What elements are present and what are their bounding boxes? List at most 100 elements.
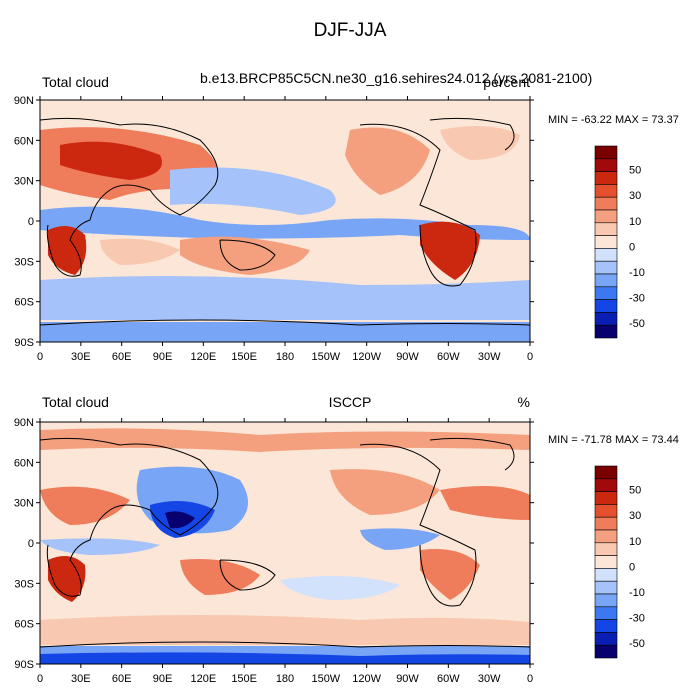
colorbar-swatch — [594, 529, 618, 544]
lon-tick-label: 0 — [37, 351, 43, 363]
lat-tick-label: 60S — [14, 619, 34, 631]
bottom-right-label: % — [517, 394, 530, 410]
cool-region — [40, 206, 530, 240]
lon-tick-label: 0 — [37, 673, 43, 685]
warm-strong-region — [48, 226, 87, 275]
lon-tick-label: 30E — [71, 673, 91, 685]
colorbar-swatch — [594, 580, 618, 595]
colorbar-swatch — [594, 491, 618, 505]
colorbar-swatch — [594, 171, 618, 185]
warm-strong-region — [48, 556, 86, 602]
colorbar-swatch — [594, 568, 618, 582]
warm-region — [180, 236, 310, 275]
cool-strong-region — [40, 652, 530, 664]
warm-region — [40, 428, 530, 452]
warm-region — [440, 486, 530, 520]
colorbar-swatch — [594, 504, 618, 518]
colorbar-swatch — [594, 196, 618, 211]
warm-region — [40, 486, 130, 525]
colorbar-swatch — [594, 145, 618, 160]
colorbar-swatch — [594, 593, 618, 608]
colorbar-label: -50 — [629, 318, 645, 330]
colorbar-swatch — [594, 324, 618, 339]
colorbar-swatch — [594, 478, 618, 492]
cool-strong-region — [165, 511, 195, 529]
colorbar-label: 10 — [629, 536, 641, 548]
colorbar-swatch — [594, 312, 618, 326]
colorbar-swatch — [594, 273, 618, 288]
lat-tick-label: 0 — [28, 538, 34, 550]
colorbar-swatch — [594, 606, 618, 620]
colorbar-label: 50 — [629, 165, 641, 177]
lat-tick-label: 60S — [14, 297, 34, 309]
colorbar-swatch — [594, 644, 618, 659]
colorbar-swatch — [594, 516, 618, 531]
colorbar-label: -30 — [629, 613, 645, 625]
cool-region — [280, 576, 400, 600]
lon-tick-label: 180 — [276, 673, 294, 685]
bottom-colorbar: 50 30 10 0 -10 -30 -50 — [594, 465, 645, 659]
warm-strong-region — [60, 141, 162, 180]
bottom-panel: Total cloud ISCCP % MIN = -71.78 MAX = 7… — [0, 390, 700, 690]
lon-tick-label: 0 — [527, 351, 533, 363]
cool-region — [40, 538, 160, 555]
top-center-label: b.e13.BRCP85C5CN.ne30_g16.sehires24.012 … — [200, 70, 593, 86]
lat-tick-label: 30N — [14, 176, 34, 188]
colorbar-label: 50 — [629, 485, 641, 497]
colorbar-swatch — [594, 209, 618, 224]
colorbar-label: 0 — [629, 241, 635, 253]
lon-tick-label: 120E — [190, 351, 216, 363]
lon-tick-label: 120E — [190, 673, 216, 685]
colorbar-swatch — [594, 555, 618, 569]
lon-tick-label: 30W — [478, 351, 501, 363]
lat-tick-label: 30N — [14, 498, 34, 510]
warm-region — [100, 238, 180, 265]
colorbar-swatch — [594, 632, 618, 646]
colorbar-label: 30 — [629, 190, 641, 202]
warm-region — [440, 126, 520, 160]
colorbar-swatch — [594, 465, 618, 480]
lat-tick-label: 90N — [14, 95, 34, 107]
lon-tick-label: 30E — [71, 351, 91, 363]
top-colorbar: 50 30 10 0 -10 -30 -50 — [594, 145, 645, 339]
colorbar-label: -10 — [629, 587, 645, 599]
colorbar-label: 10 — [629, 216, 641, 228]
cool-region — [360, 528, 440, 550]
cool-region — [40, 322, 530, 342]
top-left-label: Total cloud — [42, 74, 109, 90]
lat-tick-label: 60N — [14, 135, 34, 147]
lat-tick-label: 0 — [28, 216, 34, 228]
lon-tick-label: 0 — [527, 673, 533, 685]
lon-tick-label: 60E — [112, 673, 132, 685]
lon-tick-label: 90E — [153, 673, 173, 685]
lon-tick-label: 30W — [478, 673, 501, 685]
lon-tick-label: 150W — [311, 351, 340, 363]
top-right-label: percent — [483, 74, 530, 90]
figure-title: DJF-JJA — [313, 20, 387, 41]
warm-region — [40, 615, 530, 645]
colorbar-label: 30 — [629, 510, 641, 522]
colorbar-swatch — [594, 222, 618, 236]
lon-tick-label: 150E — [231, 351, 257, 363]
colorbar-swatch — [594, 235, 618, 249]
top-panel: Total cloud b.e13.BRCP85C5CN.ne30_g16.se… — [0, 70, 700, 370]
bottom-left-label: Total cloud — [42, 394, 109, 410]
warm-strong-region — [420, 221, 480, 280]
lon-tick-label: 90E — [153, 351, 173, 363]
lat-tick-label: 30S — [14, 256, 34, 268]
colorbar-swatch — [594, 260, 618, 275]
lon-tick-label: 120W — [352, 351, 381, 363]
lat-tick-label: 90S — [14, 659, 34, 671]
colorbar-swatch — [594, 158, 618, 172]
lat-tick-label: 60N — [14, 457, 34, 469]
colorbar-swatch — [594, 542, 618, 556]
lon-tick-label: 150E — [231, 673, 257, 685]
warm-region — [330, 469, 440, 515]
lon-tick-label: 60E — [112, 351, 132, 363]
top-minmax: MIN = -63.22 MAX = 73.37 — [548, 114, 679, 126]
lat-tick-label: 90S — [14, 337, 34, 349]
colorbar-label: 0 — [629, 561, 635, 573]
warm-region — [420, 549, 480, 600]
